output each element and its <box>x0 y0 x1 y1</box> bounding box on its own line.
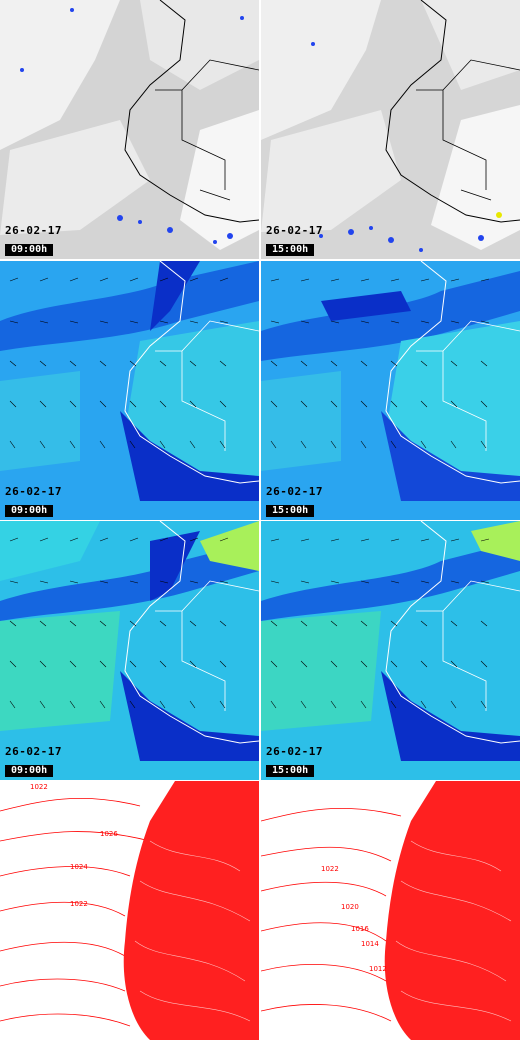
date-label: 26-02-17 <box>266 224 323 237</box>
timestamp: 26-02-17 15:00h <box>266 746 323 777</box>
isobar-label: 1020 <box>341 903 359 911</box>
wind-panel-level2-1500: 26-02-17 15:00h <box>261 521 520 780</box>
time-label: 09:00h <box>5 505 54 517</box>
pressure-panel-1500: 1022 1020 1016 1014 1012 <box>261 781 520 1040</box>
satellite-panel-1500: 26-02-17 15:00h <box>261 0 520 259</box>
pressure-panel-0900: 1022 1026 1024 1022 <box>0 781 259 1040</box>
isobar-label: 1012 <box>369 965 387 973</box>
timestamp: 26-02-17 15:00h <box>266 486 323 517</box>
timestamp: 26-02-17 09:00h <box>5 225 62 256</box>
time-label: 15:00h <box>266 244 315 256</box>
satellite-panel-0900: 26-02-17 09:00h <box>0 0 259 259</box>
date-label: 26-02-17 <box>266 485 323 498</box>
isobar-label: 1016 <box>351 925 369 933</box>
time-label: 09:00h <box>5 765 54 777</box>
timestamp: 26-02-17 09:00h <box>5 746 62 777</box>
isobar-label: 1024 <box>70 863 88 871</box>
isobar-label: 1022 <box>321 865 339 873</box>
date-label: 26-02-17 <box>5 745 62 758</box>
wind-panel-0900: 26-02-17 09:00h <box>0 261 259 520</box>
wind-panel-level2-0900: 26-02-17 09:00h <box>0 521 259 780</box>
time-label: 09:00h <box>5 244 54 256</box>
isobar-label: 1014 <box>361 940 379 948</box>
wind-panel-1500: 26-02-17 15:00h <box>261 261 520 520</box>
date-label: 26-02-17 <box>5 224 62 237</box>
time-label: 15:00h <box>266 505 315 517</box>
time-label: 15:00h <box>266 765 315 777</box>
date-label: 26-02-17 <box>266 745 323 758</box>
timestamp: 26-02-17 09:00h <box>5 486 62 517</box>
column-divider <box>259 0 261 1040</box>
timestamp: 26-02-17 15:00h <box>266 225 323 256</box>
isobar-label: 1022 <box>30 783 48 791</box>
isobar-label: 1026 <box>100 830 118 838</box>
date-label: 26-02-17 <box>5 485 62 498</box>
isobar-label: 1022 <box>70 900 88 908</box>
